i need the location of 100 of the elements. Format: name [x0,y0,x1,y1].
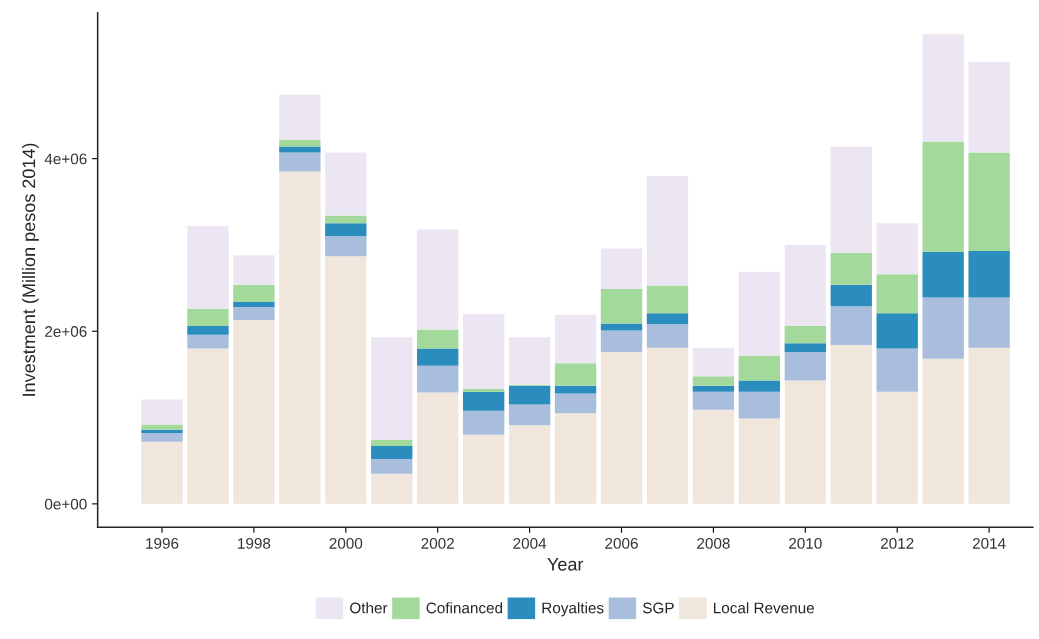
bar [876,391,918,504]
x-tick-label: 2012 [880,538,914,549]
bar [646,347,689,504]
bar [371,458,413,474]
x-tick-label: 2008 [697,538,730,549]
bar [371,440,413,447]
bar [830,284,872,307]
bar [279,146,321,153]
bar [876,348,918,392]
bar [784,244,826,327]
legend-label: Cofinanced [426,602,503,614]
bar [876,274,918,314]
bar [325,152,367,216]
bar [141,399,183,425]
bar [325,256,367,504]
bar [922,297,964,359]
bar [462,389,505,392]
bar [968,347,1010,504]
bar [508,425,551,504]
bar [738,271,781,356]
bar [738,391,781,419]
bar [554,393,597,414]
x-tick-label: 2014 [972,538,1006,549]
bar [646,313,689,325]
x-tick-label: 1996 [146,538,179,549]
x-tick-label: 1998 [238,538,271,549]
bar [876,223,918,275]
bar [141,433,183,442]
bar [187,334,229,349]
bar [233,301,275,308]
x-tick-label: 2010 [789,538,822,549]
bar [508,385,551,405]
bar [233,284,275,302]
y-tick-label: 2e+06 [45,326,87,337]
bar [738,355,781,381]
bar [922,251,964,298]
bar [600,330,643,352]
bar [554,363,597,386]
bar [830,306,872,346]
bar [417,329,459,349]
bar [784,380,826,504]
bar [922,358,964,504]
bar [692,376,735,386]
bar [462,410,505,435]
bar [417,392,459,504]
bar [233,307,275,321]
legend-label: Local Revenue [714,602,814,614]
bar [600,351,643,504]
x-tick-label: 2006 [605,538,638,549]
legend-label: SGP [642,602,674,614]
bar [968,61,1010,153]
bar [233,255,275,285]
bar [233,320,275,504]
bar [508,404,551,426]
bar [187,348,229,504]
bar [417,348,459,366]
bar [646,324,689,348]
bar [279,152,321,172]
bar [187,308,229,327]
bar [371,446,413,459]
y-tick-label: 0e+00 [44,498,87,510]
x-tick-label: 2004 [513,538,547,549]
bar [554,314,597,364]
bar [600,288,643,324]
bar [600,248,643,289]
bar [279,94,321,140]
bar [462,313,505,390]
legend-label: Other [350,602,388,614]
bar [279,171,321,504]
bar [646,175,689,286]
y-tick-label: 4e+06 [44,153,87,165]
bar [417,229,459,330]
bar [141,424,183,430]
bar [922,34,964,142]
bar [922,141,964,252]
bar [554,413,597,504]
bar [830,345,872,504]
bar [325,236,367,257]
bar [738,380,781,392]
x-tick-label: 2002 [421,538,454,549]
legend-label: Royalties [542,602,604,617]
bar [371,337,413,440]
bar [600,323,643,331]
bar [141,441,183,504]
bar [968,152,1010,251]
bar [462,391,505,411]
bar [830,146,872,253]
y-axis-title: Investment (Million pesos 2014) [21,143,39,396]
bar [968,250,1010,298]
bar [279,139,321,147]
bar [692,391,735,410]
bar [692,409,735,504]
bar [692,385,735,392]
bar [784,351,826,381]
bar [876,313,918,349]
bar [646,285,689,314]
bar [968,297,1010,348]
x-axis-title: Year [547,558,584,571]
bar [371,473,413,504]
bar [784,326,826,344]
